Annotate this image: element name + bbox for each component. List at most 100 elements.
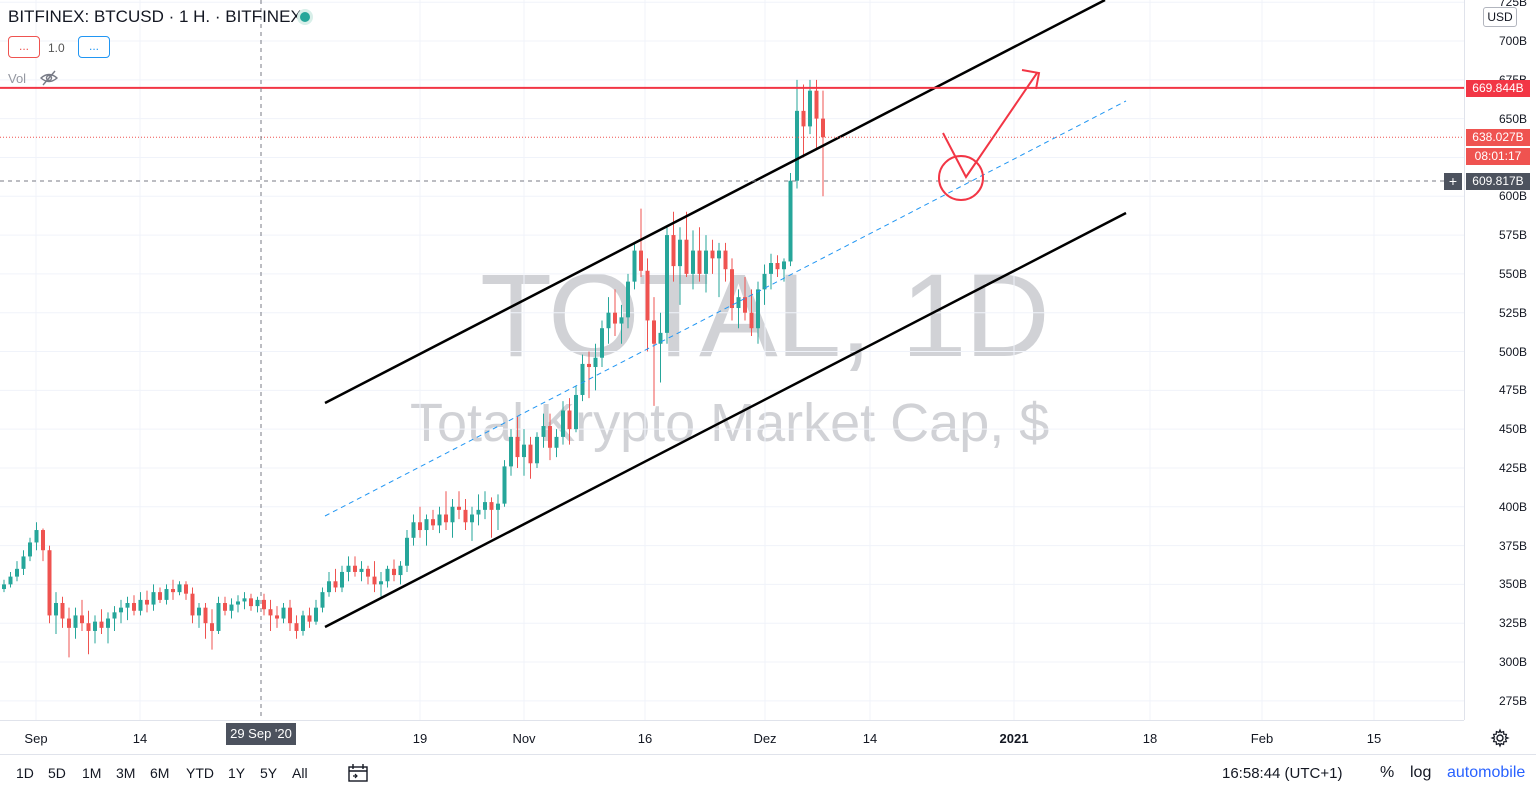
- indicator-red-button[interactable]: ...: [8, 36, 40, 58]
- date-range-icon[interactable]: [347, 763, 369, 783]
- symbol-title[interactable]: BITFINEX: BTCUSD · 1 H. · BITFINEX: [8, 7, 302, 26]
- time-tick-label: Feb: [1250, 731, 1274, 746]
- price-tick-label: 375B: [1498, 538, 1527, 553]
- candle-up: [593, 357, 598, 368]
- crosshair-date-label: 29 Sep '20: [226, 723, 296, 745]
- candle-up: [574, 394, 578, 430]
- price-plot[interactable]: [0, 0, 1464, 720]
- price-tick-label: 350B: [1498, 577, 1527, 592]
- price-tick-label: 275B: [1498, 693, 1527, 708]
- candle-up: [606, 312, 611, 329]
- candle-up: [125, 603, 130, 608]
- candle-up: [736, 297, 741, 309]
- candle-up: [665, 235, 669, 333]
- gear-icon[interactable]: [1490, 728, 1510, 748]
- clock-display[interactable]: 16:58:44 (UTC+1): [1222, 765, 1343, 782]
- candle-up: [483, 502, 487, 510]
- range-button-1d[interactable]: 1D: [16, 765, 34, 781]
- candle-up: [470, 514, 474, 523]
- candle-up: [151, 592, 156, 605]
- channel-upper-line: [324, 0, 1106, 405]
- candle-up: [769, 263, 773, 274]
- range-button-5d[interactable]: 5D: [48, 765, 66, 781]
- price-tick-label: 425B: [1498, 460, 1527, 475]
- candle-up: [678, 239, 682, 267]
- candle-up: [509, 436, 513, 467]
- time-tick-label: Dez: [753, 731, 777, 746]
- candle-down: [743, 297, 747, 313]
- candle-down: [333, 581, 338, 588]
- indicator-blue-button[interactable]: ...: [78, 36, 110, 58]
- range-button-all[interactable]: All: [292, 765, 308, 781]
- candle-up: [138, 599, 143, 611]
- crosshair-add-icon[interactable]: +: [1444, 173, 1462, 190]
- time-tick-label: Sep: [24, 731, 48, 746]
- candle-down: [41, 530, 45, 551]
- price-tick-label: 325B: [1498, 616, 1527, 631]
- currency-badge[interactable]: USD: [1483, 7, 1517, 27]
- candle-up: [236, 601, 240, 605]
- candle-down: [684, 239, 689, 274]
- price-tick-label: 450B: [1498, 422, 1527, 437]
- time-tick-label: 19: [412, 731, 428, 746]
- range-button-5y[interactable]: 5Y: [260, 765, 278, 781]
- candle-up: [28, 542, 32, 557]
- candle-up: [522, 444, 526, 458]
- candle-up: [398, 565, 403, 576]
- chart-canvas[interactable]: TOTAL, 1D Total Krypto Market Cap, $: [0, 0, 1464, 720]
- price-tick-label: 650B: [1498, 111, 1527, 126]
- candle-up: [281, 607, 286, 619]
- candle-up: [242, 598, 247, 602]
- candle-down: [249, 598, 253, 607]
- volume-label[interactable]: Vol: [8, 71, 27, 86]
- candle-up: [73, 615, 78, 628]
- range-button-ytd[interactable]: YTD: [186, 765, 214, 781]
- candle-down: [47, 550, 52, 616]
- last-price-tag: 638.027B: [1466, 129, 1530, 146]
- candle-down: [821, 118, 825, 138]
- candle-down: [80, 615, 84, 624]
- candle-down: [392, 568, 396, 576]
- range-button-1y[interactable]: 1Y: [228, 765, 246, 781]
- candle-down: [99, 621, 104, 628]
- channel-midline: [324, 100, 1127, 517]
- candle-up: [476, 509, 481, 515]
- candle-up: [301, 615, 305, 631]
- range-button-3m[interactable]: 3M: [116, 765, 136, 781]
- candle-up: [795, 110, 799, 181]
- candle-up: [216, 603, 221, 631]
- candle-up: [106, 618, 110, 628]
- price-tick-label: 475B: [1498, 383, 1527, 398]
- target-circle: [938, 155, 984, 201]
- candle-up: [782, 261, 786, 270]
- candle-up: [346, 565, 351, 572]
- percent-toggle[interactable]: %: [1380, 764, 1395, 781]
- candle-down: [294, 623, 299, 631]
- candle-down: [645, 270, 650, 321]
- candle-up: [626, 281, 630, 318]
- candle-down: [730, 269, 734, 309]
- time-axis[interactable]: Sep 14 19 Nov 16 Dez 14 2021 18 Feb 15: [0, 720, 1464, 755]
- price-axis[interactable]: 725B700B675B650B625B600B575B550B525B500B…: [1464, 0, 1536, 720]
- candle-up: [541, 426, 546, 437]
- candle-down: [710, 250, 715, 259]
- price-tick-label: 400B: [1498, 499, 1527, 514]
- time-tick-label: 14: [862, 731, 878, 746]
- range-button-1m[interactable]: 1M: [82, 765, 102, 781]
- range-button-6m[interactable]: 6M: [150, 765, 170, 781]
- candle-up: [619, 317, 624, 324]
- price-tick-label: 500B: [1498, 344, 1527, 359]
- log-toggle[interactable]: log: [1410, 764, 1432, 781]
- candle-up: [327, 581, 331, 593]
- auto-scale-toggle[interactable]: automobile: [1447, 764, 1526, 781]
- candle-up: [164, 589, 169, 600]
- eye-hidden-icon[interactable]: [40, 70, 58, 86]
- price-tick-label: 700B: [1498, 34, 1527, 48]
- candle-up: [535, 436, 539, 464]
- candle-down: [528, 444, 533, 464]
- price-tick-label: 550B: [1498, 266, 1527, 281]
- candle-down: [457, 506, 461, 510]
- candle-up: [314, 607, 318, 622]
- candle-down: [86, 623, 91, 631]
- candle-down: [697, 250, 702, 274]
